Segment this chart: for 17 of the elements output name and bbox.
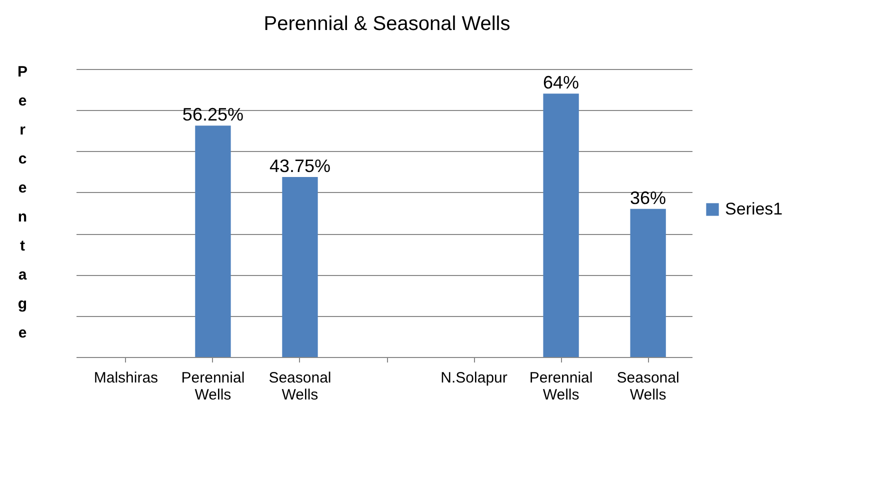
data-label: 64% — [543, 72, 580, 93]
x-tick-label: Perennial Wells — [529, 370, 593, 404]
bar — [282, 177, 318, 357]
x-tick-label: N.Solapur — [440, 370, 508, 386]
x-tick-label: Seasonal Wells — [268, 370, 332, 404]
legend-label: Series1 — [725, 200, 783, 218]
data-label: 56.25% — [182, 104, 244, 125]
bar — [630, 208, 666, 357]
text: Percentage — [17, 64, 28, 342]
bar — [195, 126, 231, 357]
x-tick-label: Perennial Wells — [181, 370, 245, 404]
x-tick-label: Malshiras — [94, 370, 158, 386]
chart-title: Perennial & Seasonal Wells — [264, 13, 510, 35]
data-label: 36% — [630, 188, 666, 208]
x-tick-label: Seasonal Wells — [616, 370, 680, 404]
bar — [543, 94, 579, 357]
data-label: 43.75% — [269, 156, 331, 176]
